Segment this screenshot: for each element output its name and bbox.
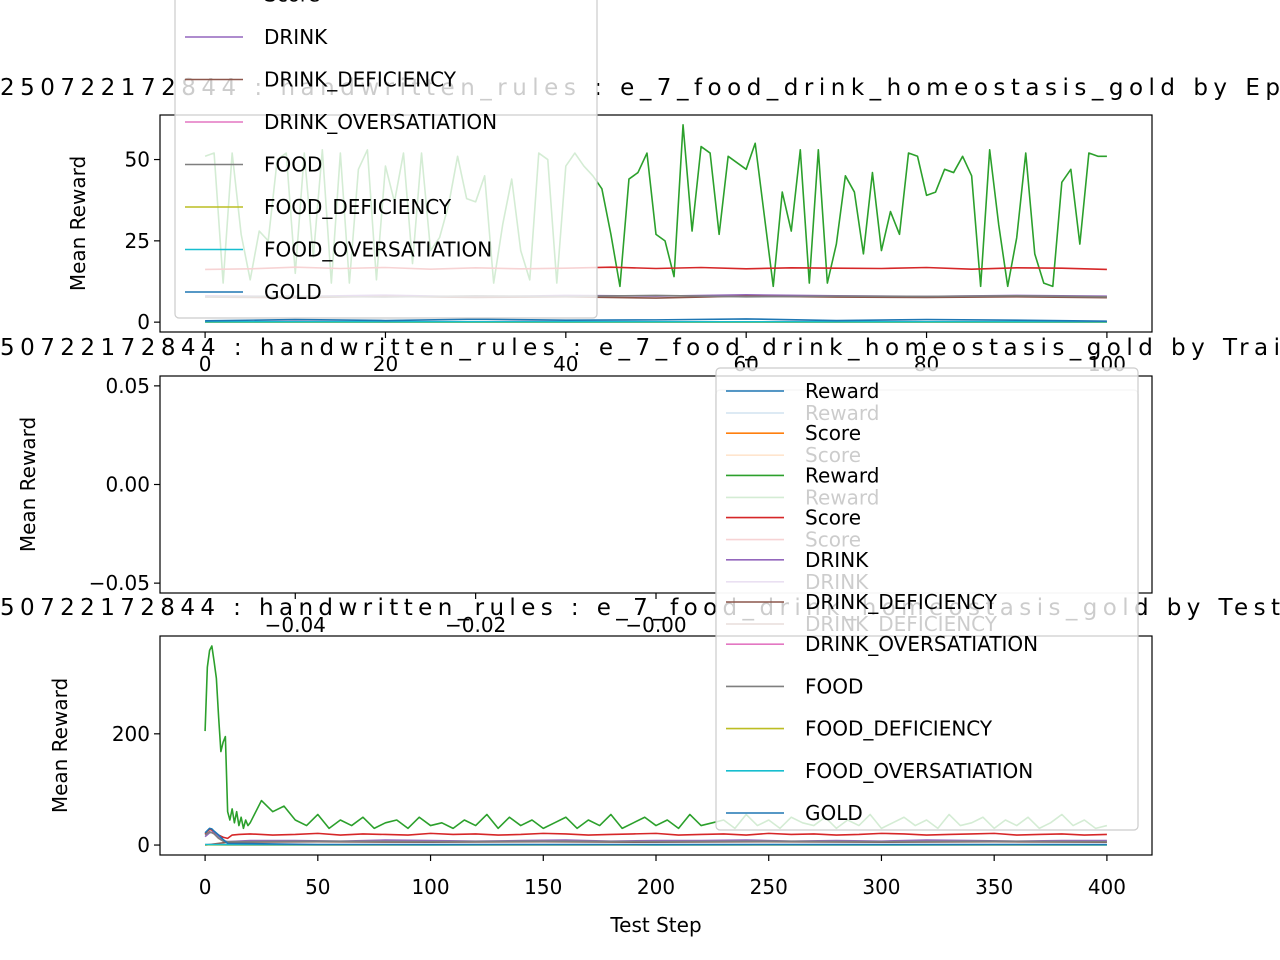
legend-label: Score (805, 421, 861, 445)
x-tick-label: 350 (975, 875, 1013, 899)
y-tick-label: 0 (137, 310, 150, 334)
y-tick-label: 25 (125, 229, 150, 253)
legend-label: DRINK_OVERSATIATION (264, 110, 497, 134)
chart-title: 50722172844 : handwritten_rules : e_7_fo… (0, 335, 1280, 361)
x-tick-label: 150 (524, 875, 562, 899)
legend-label: DRINK_DEFICIENCY (264, 68, 457, 92)
x-tick-label: 0 (199, 352, 212, 376)
legend-label: FOOD (264, 153, 322, 177)
y-tick-label: 0.05 (105, 374, 150, 398)
legend-label: DRINK (264, 25, 328, 49)
x-tick-label: 250 (750, 875, 788, 899)
series-line (204, 827, 1107, 846)
y-tick-label: 200 (112, 722, 150, 746)
legend: Reward Score Reward Score DRINK DRINK_DEFICIE… (715, 367, 1139, 831)
x-tick-label: 100 (411, 875, 449, 899)
x-axis-label: Test Step (609, 913, 701, 937)
plot-lines (204, 645, 1108, 846)
legend-label: Score (264, 0, 320, 7)
legend-label: Reward (805, 463, 879, 487)
legend-label: FOOD_OVERSATIATION (805, 759, 1033, 783)
legend-box (174, 0, 598, 319)
legend-label: DRINK_DEFICIENCY (805, 590, 998, 614)
x-tick-label: 300 (862, 875, 900, 899)
legend-label: DRINK_OVERSATIATION (805, 632, 1038, 656)
series-line (205, 318, 1107, 322)
x-tick-label: 200 (637, 875, 675, 899)
x-tick-label: −0.02 (445, 613, 506, 637)
x-tick-label: 0 (199, 875, 212, 899)
y-tick-label: −0.05 (89, 571, 150, 595)
legend-label: FOOD_DEFICIENCY (264, 195, 452, 219)
y-tick-label: 0.00 (105, 473, 150, 497)
x-tick-label: 40 (553, 352, 578, 376)
legend-label: FOOD (805, 674, 863, 698)
legend-label: DRINK (805, 548, 869, 572)
x-tick-label: 400 (1088, 875, 1126, 899)
x-tick-label: −0.04 (265, 613, 326, 637)
y-axis-label: Mean Reward (66, 156, 90, 291)
y-axis-label: Mean Reward (16, 417, 40, 552)
series-line (204, 830, 1107, 843)
y-tick-label: 50 (125, 148, 150, 172)
legend-label: FOOD_OVERSATIATION (264, 238, 492, 262)
legend-label: FOOD_DEFICIENCY (805, 717, 993, 741)
legend-label: Score (805, 506, 861, 530)
legend-box (715, 367, 1139, 831)
legend-label: GOLD (264, 280, 322, 304)
x-tick-label: 20 (373, 352, 398, 376)
y-axis-label: Mean Reward (48, 678, 72, 813)
y-tick-label: 0 (137, 833, 150, 857)
axes-frame (159, 114, 1153, 333)
series-line (204, 828, 1107, 840)
legend-label: Reward (805, 379, 879, 403)
legend: RewardScoreRewardScoreDRINKDRINK_DEFICIE… (174, 0, 598, 319)
x-tick-label: −0.00 (625, 613, 686, 637)
x-tick-label: 50 (305, 875, 330, 899)
legend-label: GOLD (805, 801, 863, 825)
